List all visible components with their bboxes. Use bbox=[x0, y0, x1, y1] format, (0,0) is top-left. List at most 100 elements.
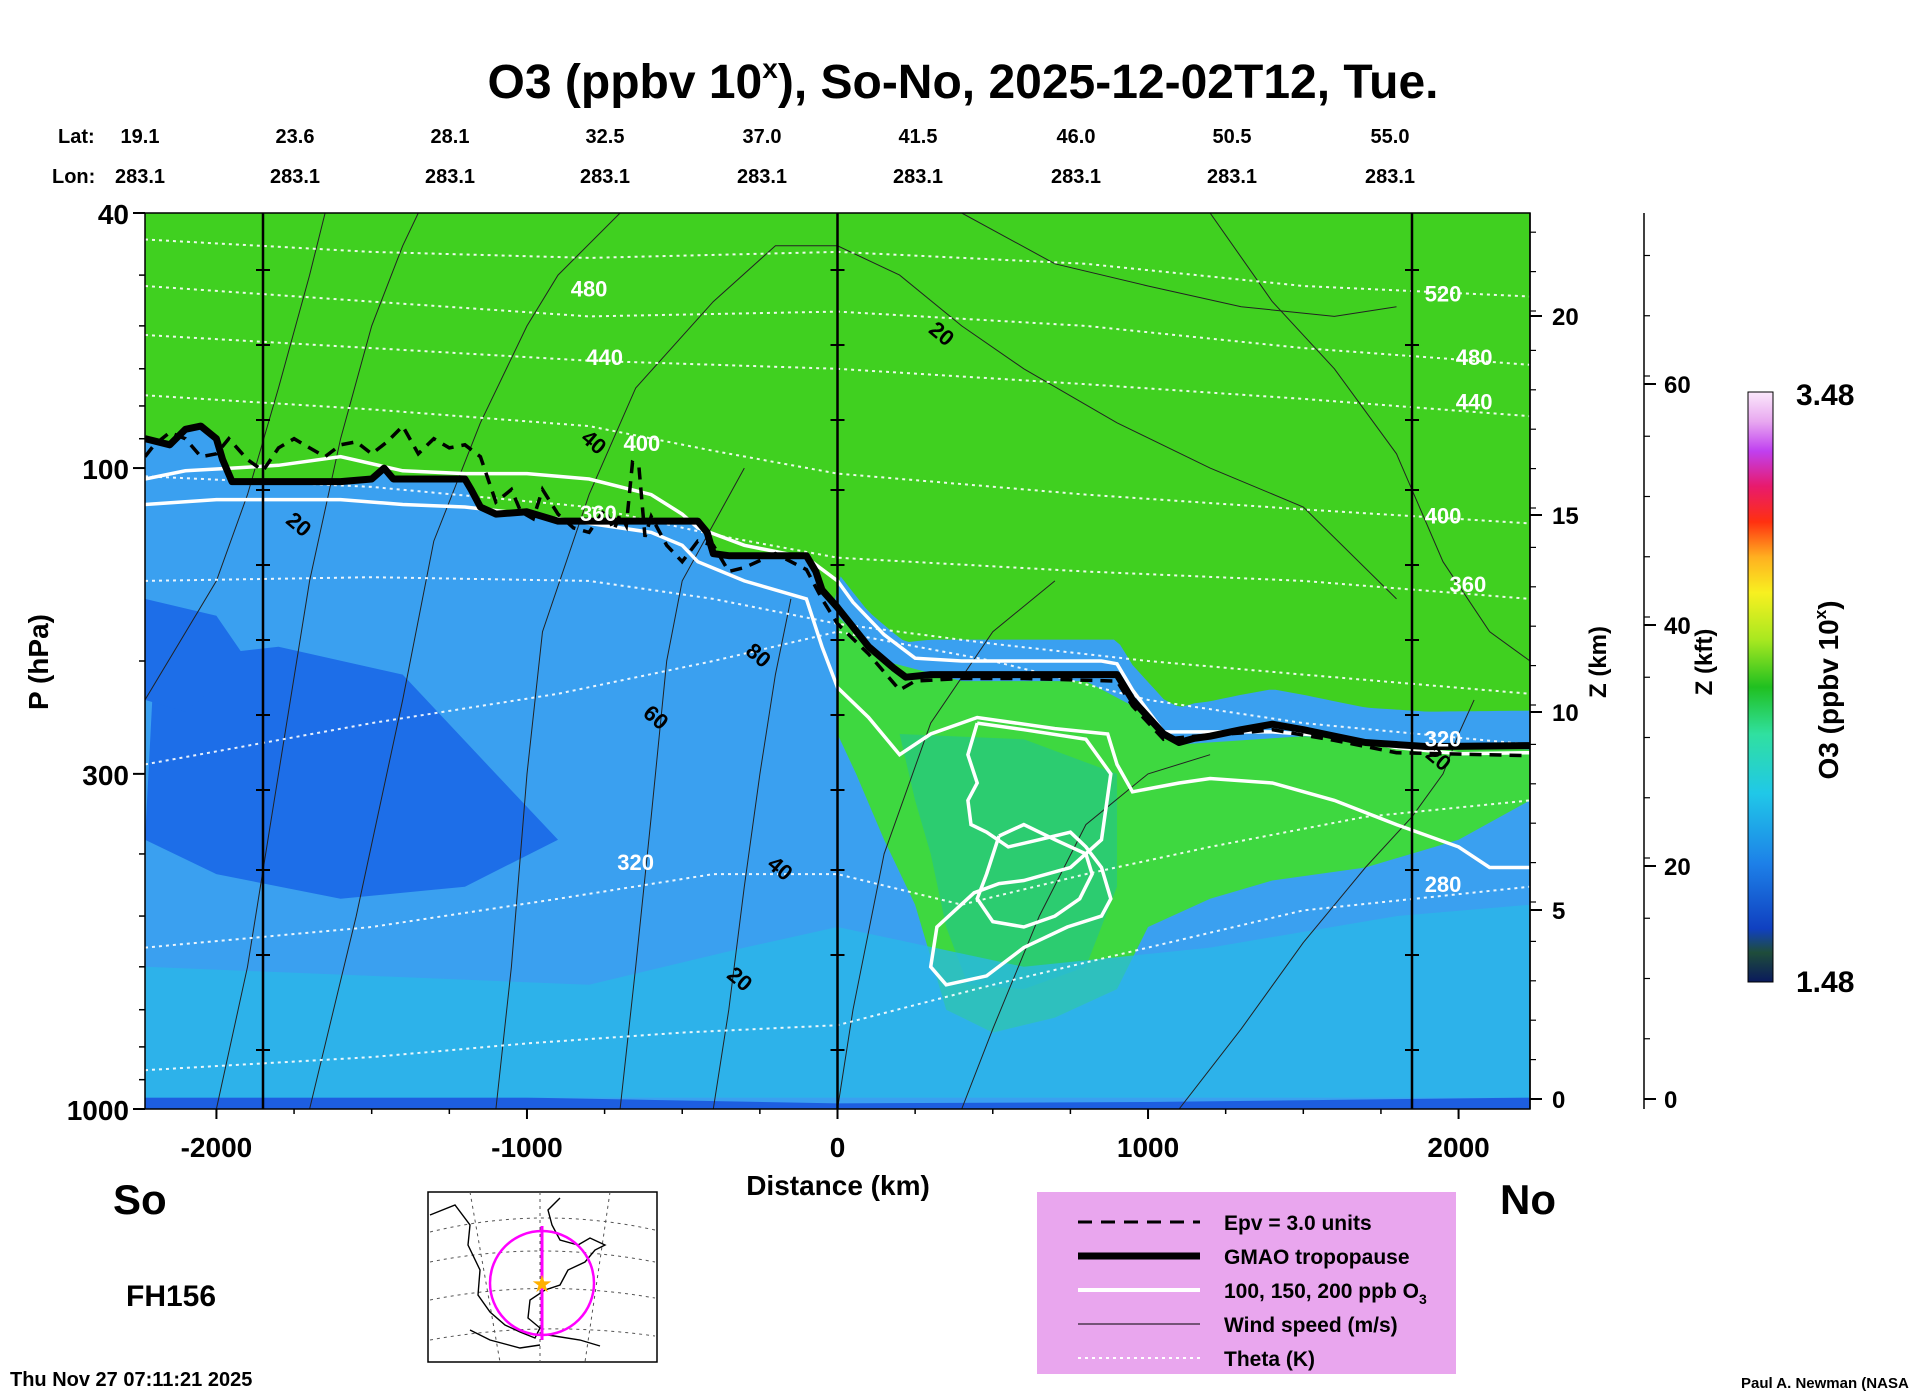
z-km-axis: 0 5 10 15 20 bbox=[1529, 213, 1579, 1114]
colorbar bbox=[1747, 391, 1774, 983]
lat-value: 19.1 bbox=[121, 126, 160, 148]
colorbar-max-label: 3.48 bbox=[1796, 379, 1854, 412]
lon-value: 283.1 bbox=[425, 166, 475, 188]
ozone-plume-core bbox=[899, 734, 1117, 990]
forecast-hour: FH156 bbox=[126, 1280, 216, 1313]
x-tick-label: 1000 bbox=[1117, 1132, 1179, 1163]
wind-speed-line bbox=[215, 213, 419, 1109]
theta-line bbox=[145, 394, 1530, 525]
wind-speed-line bbox=[619, 467, 745, 1109]
wind-speed-line bbox=[961, 213, 1397, 317]
wind-speed-line bbox=[712, 598, 792, 1109]
legend-label: Epv = 3.0 units bbox=[1224, 1212, 1372, 1235]
low-ozone-core bbox=[145, 646, 558, 899]
lat-value: 28.1 bbox=[431, 126, 470, 148]
lon-value: 283.1 bbox=[580, 166, 630, 188]
z-km-axis-label: Z (km) bbox=[1585, 626, 1612, 698]
lat-value: 41.5 bbox=[899, 126, 938, 148]
x-tick-label: -1000 bbox=[491, 1132, 563, 1163]
y-tick-label: 40 bbox=[98, 199, 129, 230]
z-kft-tick-label: 20 bbox=[1664, 854, 1691, 881]
theta-label: 440 bbox=[1456, 389, 1493, 414]
wind-speed-line bbox=[837, 580, 1056, 1109]
y-axis: 40 100 300 1000 bbox=[67, 199, 145, 1126]
surface-ozone-band bbox=[145, 1097, 1530, 1109]
y-axis-label: P (hPa) bbox=[23, 614, 54, 710]
latitude-lines bbox=[256, 213, 1419, 1109]
theta-label: 480 bbox=[1456, 345, 1493, 370]
colorbar-label: O3 (ppbv 10x) bbox=[1811, 600, 1844, 779]
theta-label: 320 bbox=[1425, 727, 1462, 752]
lon-value: 283.1 bbox=[1365, 166, 1415, 188]
colorbar-min-label: 1.48 bbox=[1796, 966, 1854, 999]
lon-value: 283.1 bbox=[1051, 166, 1101, 188]
y-tick-label: 300 bbox=[82, 760, 129, 791]
theta-label: 440 bbox=[586, 345, 623, 370]
credit: Paul A. Newman (NASA bbox=[1741, 1375, 1909, 1392]
lon-value: 283.1 bbox=[1207, 166, 1257, 188]
low-ozone-core bbox=[145, 598, 248, 712]
legend-label: GMAO tropopause bbox=[1224, 1246, 1410, 1269]
theta-label: 480 bbox=[571, 277, 608, 302]
legend-label: 100, 150, 200 ppb O3 bbox=[1224, 1280, 1427, 1307]
lat-value: 55.0 bbox=[1371, 126, 1410, 148]
z-km-tick-label: 0 bbox=[1552, 1087, 1565, 1114]
theta-label: 400 bbox=[1425, 503, 1462, 528]
z-kft-tick-label: 60 bbox=[1664, 372, 1691, 399]
theta-line bbox=[145, 630, 1530, 766]
lon-value: 283.1 bbox=[270, 166, 320, 188]
x-tick-label: -2000 bbox=[181, 1132, 253, 1163]
z-km-tick-label: 15 bbox=[1552, 503, 1579, 530]
legend-subscript: 3 bbox=[1419, 1291, 1427, 1307]
gmao-tropopause-line bbox=[145, 422, 1530, 751]
chart-title-sup: x bbox=[762, 53, 778, 84]
colorbar-label-rest: ) bbox=[1813, 600, 1844, 609]
theta-label: 280 bbox=[1425, 872, 1462, 897]
theta-line bbox=[145, 475, 1530, 600]
z-km-tick-label: 20 bbox=[1552, 304, 1579, 331]
lat-lon-header: 19.1 283.1 23.6 283.1 28.1 283.1 32.5 283.1 37.0… bbox=[115, 126, 1415, 188]
south-label: So bbox=[113, 1176, 167, 1223]
ozone-contour-line bbox=[145, 497, 1530, 870]
lon-value: 283.1 bbox=[737, 166, 787, 188]
lat-header-label: Lat: bbox=[58, 126, 95, 148]
x-axis-label: Distance (km) bbox=[746, 1170, 930, 1201]
map-star-icon: ★ bbox=[531, 1270, 553, 1298]
chart-title: O3 (ppbv 10x), So-No, 2025-12-02T12, Tue… bbox=[488, 53, 1439, 109]
y-tick-label: 1000 bbox=[67, 1095, 129, 1126]
lat-value: 46.0 bbox=[1057, 126, 1096, 148]
chart-title-rest: ), So-No, 2025-12-02T12, Tue. bbox=[778, 56, 1439, 109]
lat-value: 32.5 bbox=[586, 126, 625, 148]
x-tick-label: 2000 bbox=[1427, 1132, 1489, 1163]
lon-header-label: Lon: bbox=[52, 166, 95, 188]
lat-value: 37.0 bbox=[743, 126, 782, 148]
legend: Epv = 3.0 units GMAO tropopause 100, 150, … bbox=[1037, 1192, 1456, 1374]
z-kft-tick-label: 0 bbox=[1664, 1087, 1677, 1114]
theta-label: 360 bbox=[580, 501, 617, 526]
theta-label: 520 bbox=[1425, 282, 1462, 307]
x-axis: -2000 -1000 0 1000 2000 bbox=[181, 1109, 1490, 1163]
legend-label: Theta (K) bbox=[1224, 1348, 1315, 1371]
lon-value: 283.1 bbox=[893, 166, 943, 188]
tropopause-line bbox=[145, 422, 1530, 751]
z-kft-axis-label: Z (kft) bbox=[1691, 629, 1718, 696]
z-km-tick-label: 5 bbox=[1552, 898, 1565, 925]
ozone-contour-line bbox=[975, 822, 1094, 929]
x-tick-label: 0 bbox=[830, 1132, 846, 1163]
lat-value: 23.6 bbox=[276, 126, 315, 148]
timestamp: Thu Nov 27 07:11:21 2025 bbox=[10, 1369, 252, 1391]
north-label: No bbox=[1500, 1176, 1556, 1223]
wind-speed-line bbox=[1178, 699, 1475, 1109]
z-kft-axis: 0 20 40 60 bbox=[1643, 213, 1691, 1114]
inset-map: ★ bbox=[427, 1191, 658, 1363]
y-tick-label: 100 bbox=[82, 454, 129, 485]
wind-speed-line bbox=[495, 245, 1397, 1109]
wind-speed-line bbox=[1209, 213, 1530, 662]
z-km-tick-label: 10 bbox=[1552, 700, 1579, 727]
lon-value: 283.1 bbox=[115, 166, 165, 188]
z-kft-tick-label: 40 bbox=[1664, 613, 1691, 640]
lat-value: 50.5 bbox=[1213, 126, 1252, 148]
theta-label: 360 bbox=[1450, 572, 1487, 597]
legend-label: Wind speed (m/s) bbox=[1224, 1314, 1398, 1337]
